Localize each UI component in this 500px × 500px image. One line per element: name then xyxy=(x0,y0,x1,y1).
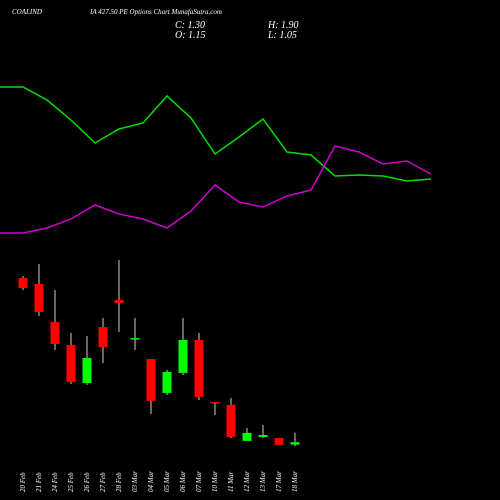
x-tick-label: 26 Feb xyxy=(83,472,91,492)
candle-body xyxy=(66,344,76,383)
x-tick-label: 10 Mar xyxy=(211,471,219,492)
ohlc-label: O: 1.15 xyxy=(175,30,206,41)
x-tick-label: 03 Mar xyxy=(131,471,139,492)
ohlc-label: H: 1.90 xyxy=(267,20,299,31)
x-tick-label: 06 Mar xyxy=(179,471,187,492)
ohlc-label: C: 1.30 xyxy=(175,20,205,31)
x-tick-label: 20 Feb xyxy=(19,472,27,492)
candle-body xyxy=(162,371,172,393)
candle-body xyxy=(178,339,188,373)
x-tick-label: 27 Feb xyxy=(99,472,107,492)
x-tick-label: 07 Mar xyxy=(195,471,203,492)
x-tick-label: 24 Feb xyxy=(51,472,59,492)
candle-body xyxy=(146,359,156,401)
candle-body xyxy=(226,404,236,437)
candle-body xyxy=(18,278,28,288)
candle-body xyxy=(242,432,252,441)
x-tick-label: 12 Mar xyxy=(243,471,251,492)
candle-body xyxy=(98,327,108,347)
x-tick-label: 28 Feb xyxy=(115,472,123,492)
candle-body xyxy=(210,402,220,404)
ohlc-label: L: 1.05 xyxy=(267,30,297,41)
x-tick-label: 17 Mar xyxy=(275,471,283,492)
candle-body xyxy=(82,358,92,383)
x-tick-label: 21 Feb xyxy=(35,472,43,492)
x-tick-label: 18 Mar xyxy=(291,471,299,492)
x-tick-label: 25 Feb xyxy=(67,472,75,492)
x-tick-label: 04 Mar xyxy=(147,471,155,492)
candle-body xyxy=(290,442,300,445)
line-series xyxy=(0,86,432,182)
candle-body xyxy=(194,339,204,397)
x-tick-label: 11 Mar xyxy=(227,471,235,492)
line-series xyxy=(0,145,432,234)
candle-body xyxy=(114,299,124,303)
candle-body xyxy=(130,338,140,340)
chart-subtitle: IA 427.50 PE Options Chart MunafaSutra.c… xyxy=(89,8,222,16)
candle-body xyxy=(50,322,60,344)
candle-body xyxy=(274,438,284,445)
chart-title: COALIND xyxy=(12,8,42,16)
x-tick-label: 05 Mar xyxy=(163,471,171,492)
candle-body xyxy=(258,435,268,437)
candle-body xyxy=(34,283,44,312)
x-tick-label: 13 Mar xyxy=(259,471,267,492)
